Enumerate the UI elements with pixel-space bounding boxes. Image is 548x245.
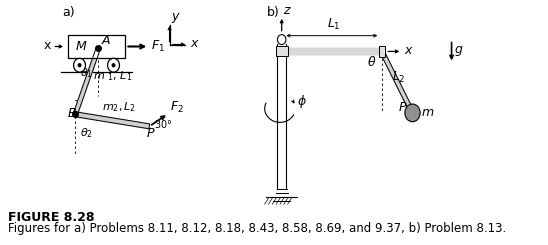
- Text: x: x: [404, 44, 412, 57]
- Text: Figures for a) Problems 8.11, 8.12, 8.18, 8.43, 8.58, 8.69, and 9.37, b) Problem: Figures for a) Problems 8.11, 8.12, 8.18…: [8, 222, 506, 235]
- Text: $g$: $g$: [454, 44, 464, 58]
- Text: $A$: $A$: [101, 34, 111, 47]
- Text: $F_1$: $F_1$: [151, 38, 165, 54]
- Text: $F_2$: $F_2$: [170, 99, 184, 115]
- Circle shape: [112, 64, 115, 67]
- Polygon shape: [73, 48, 100, 115]
- Polygon shape: [380, 50, 414, 114]
- Circle shape: [107, 58, 119, 72]
- Text: $\phi$: $\phi$: [297, 93, 307, 110]
- Text: $P$: $P$: [398, 101, 408, 114]
- Text: $B$: $B$: [67, 107, 77, 120]
- Text: $P$: $P$: [146, 127, 156, 140]
- Text: $M$: $M$: [75, 40, 88, 53]
- Circle shape: [78, 64, 81, 67]
- Text: $m$ $_1$, $L_1$: $m$ $_1$, $L_1$: [93, 69, 132, 83]
- Text: $\theta$: $\theta$: [367, 55, 376, 69]
- Text: FIGURE 8.28: FIGURE 8.28: [8, 211, 95, 224]
- Text: $\theta_1$: $\theta_1$: [81, 66, 93, 80]
- Circle shape: [277, 35, 286, 45]
- Polygon shape: [75, 112, 150, 129]
- Text: $\theta_2$: $\theta_2$: [79, 126, 93, 140]
- Text: $m$: $m$: [421, 106, 435, 119]
- Polygon shape: [286, 49, 382, 54]
- Text: $30°$: $30°$: [153, 118, 172, 130]
- Circle shape: [73, 58, 85, 72]
- Text: b): b): [266, 6, 279, 19]
- Bar: [67, 35, 125, 58]
- Bar: [379, 46, 385, 57]
- Text: x: x: [190, 37, 197, 50]
- Text: y: y: [172, 10, 179, 23]
- Text: $L_1$: $L_1$: [327, 17, 340, 32]
- Text: a): a): [62, 6, 75, 19]
- Text: z: z: [283, 4, 290, 17]
- Bar: [276, 47, 288, 56]
- Text: x: x: [44, 39, 51, 52]
- Text: $m_2, L_2$: $m_2, L_2$: [102, 100, 136, 114]
- Circle shape: [405, 104, 420, 122]
- Text: $L_2$: $L_2$: [392, 70, 406, 85]
